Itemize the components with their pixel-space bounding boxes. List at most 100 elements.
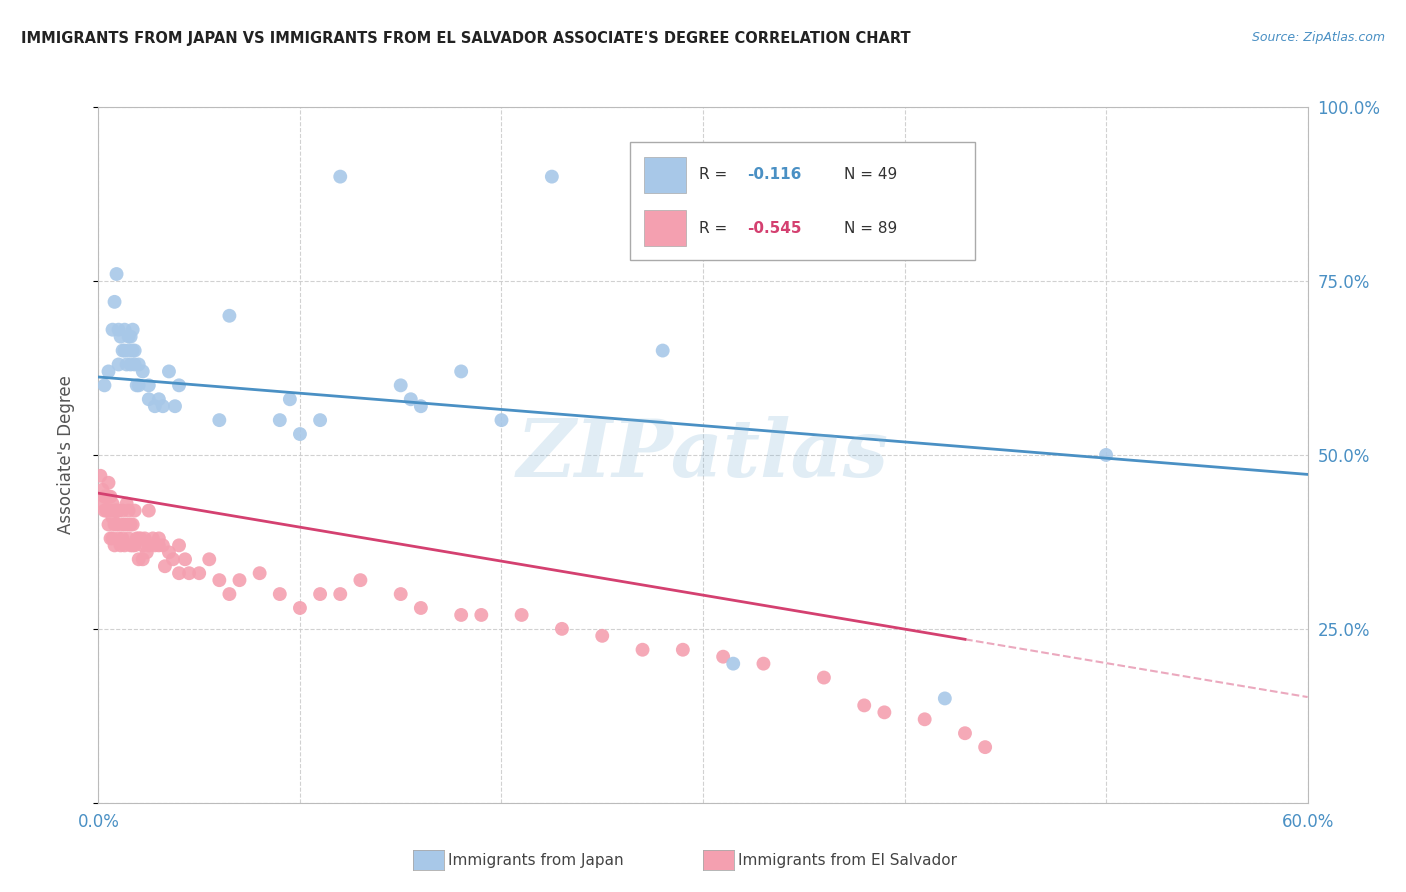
Point [100,503,122,517]
Point [288,601,311,615]
Point [157,545,180,559]
Point [128,358,150,372]
Point [167,566,190,581]
Point [450,607,472,622]
Point [101,532,124,546]
Point [91,483,114,497]
Point [107,323,129,337]
Point [121,517,143,532]
Point [409,601,432,615]
Point [105,267,128,281]
Point [124,358,146,372]
Point [103,503,125,517]
Point [100,490,122,504]
Point [100,532,122,546]
Point [329,169,352,184]
Point [138,378,160,392]
Point [96,490,118,504]
Point [96,503,118,517]
Point [167,378,190,392]
Point [118,329,141,343]
Point [89,468,111,483]
Point [114,323,136,337]
Point [349,573,371,587]
Point [198,552,221,566]
Point [134,532,156,546]
Point [120,329,142,343]
Point [132,364,155,378]
Point [249,566,271,581]
Point [143,538,166,552]
Point [208,413,231,427]
Point [148,392,170,407]
Point [124,343,146,358]
Point [269,587,291,601]
Point [124,538,146,552]
Point [103,294,125,309]
Point [120,358,142,372]
Point [631,642,654,657]
Point [111,343,134,358]
Point [853,698,876,713]
Point [148,532,170,546]
Point [269,413,291,427]
Point [103,538,125,552]
Point [128,532,150,546]
Point [93,378,115,392]
Point [1095,448,1118,462]
Point [752,657,775,671]
Point [152,399,174,413]
Point [118,343,141,358]
Point [138,538,160,552]
Point [723,657,745,671]
Point [125,378,148,392]
Text: N = 49: N = 49 [844,168,897,183]
Point [128,552,150,566]
Text: N = 89: N = 89 [844,220,897,235]
Point [110,517,132,532]
Point [152,538,174,552]
Point [138,503,160,517]
Point [107,358,129,372]
Point [115,358,138,372]
Point [711,649,734,664]
Point [218,309,240,323]
Point [651,343,673,358]
Text: R =: R = [699,168,733,183]
FancyBboxPatch shape [644,211,686,246]
Point [97,490,120,504]
Point [120,517,142,532]
Point [138,392,160,407]
Point [389,378,412,392]
Point [228,573,250,587]
Point [540,169,562,184]
Point [115,497,138,511]
Point [107,503,129,517]
Point [672,642,695,657]
Point [110,329,132,343]
Point [114,538,136,552]
Point [974,740,997,755]
Text: Immigrants from Japan: Immigrants from Japan [449,854,624,868]
Point [157,364,180,378]
FancyBboxPatch shape [630,142,976,260]
Point [934,691,956,706]
Point [953,726,976,740]
Y-axis label: Associate's Degree: Associate's Degree [56,376,75,534]
Point [132,552,155,566]
Point [309,587,332,601]
FancyBboxPatch shape [644,157,686,193]
Point [135,545,157,559]
Point [101,497,124,511]
Point [121,323,143,337]
Point [118,532,141,546]
Point [97,475,120,490]
Point [873,706,896,720]
Text: -0.545: -0.545 [748,220,801,235]
Point [591,629,613,643]
Point [329,587,352,601]
Text: Immigrants from El Salvador: Immigrants from El Salvador [738,854,957,868]
Point [110,538,132,552]
Point [101,323,124,337]
Point [167,538,190,552]
